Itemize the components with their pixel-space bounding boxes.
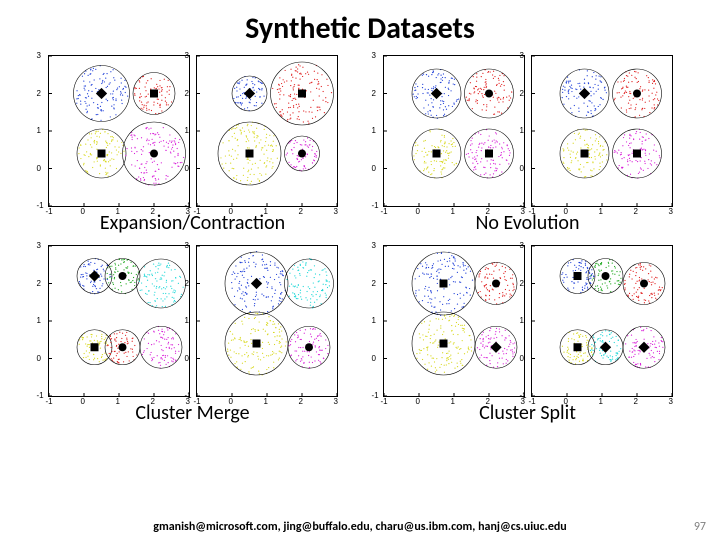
scatter-plot: -10123-10123 [48,245,190,397]
panel-cluster-merge: -10123-10123-10123-10123 [40,245,345,397]
scatter-plot: -10123-10123 [383,55,525,207]
scatter-plot: -10123-10123 [48,55,190,207]
page-number: 97 [694,520,706,534]
slide-title: Synthetic Datasets [0,0,720,47]
panel-exp-contract: -10123-10123-10123-10123 [40,55,345,207]
panel-grid: -10123-10123-10123-10123 -10123-10123-10… [0,47,720,433]
scatter-plot: -10123-10123 [196,245,338,397]
scatter-plot: -10123-10123 [531,55,673,207]
panel-no-evolution: -10123-10123-10123-10123 [375,55,680,207]
footer-emails: gmanish@microsoft.com, jing@buffalo.edu,… [0,520,720,534]
panel-cluster-split: -10123-10123-10123-10123 [375,245,680,397]
scatter-plot: -10123-10123 [531,245,673,397]
scatter-plot: -10123-10123 [196,55,338,207]
scatter-plot: -10123-10123 [383,245,525,397]
